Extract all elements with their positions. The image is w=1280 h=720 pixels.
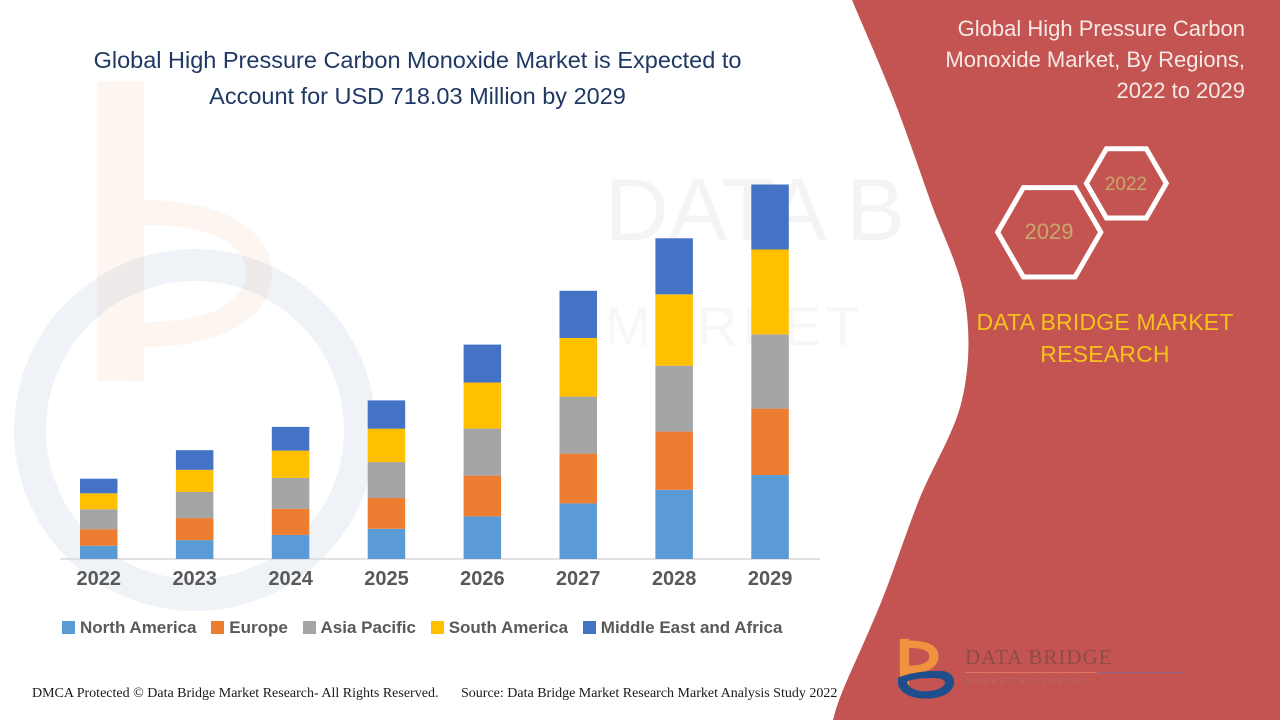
svg-text:2029: 2029 xyxy=(1025,219,1074,244)
svg-text:2025: 2025 xyxy=(364,568,409,590)
svg-text:2023: 2023 xyxy=(172,568,217,590)
svg-text:2022: 2022 xyxy=(77,568,122,590)
svg-text:2027: 2027 xyxy=(556,568,601,590)
svg-text:2022: 2022 xyxy=(1105,174,1147,195)
svg-text:2028: 2028 xyxy=(652,568,697,590)
svg-text:2029: 2029 xyxy=(748,568,793,590)
svg-text:MARKET: MARKET xyxy=(605,295,864,357)
svg-text:2026: 2026 xyxy=(460,568,505,590)
svg-text:2024: 2024 xyxy=(268,568,313,590)
